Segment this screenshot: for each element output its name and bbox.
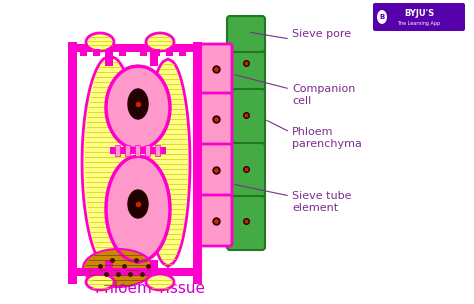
Bar: [93, 268, 100, 275]
Bar: [145, 145, 150, 156]
Text: B: B: [379, 14, 384, 20]
Bar: [179, 49, 186, 56]
Bar: [68, 42, 77, 284]
Bar: [106, 268, 113, 275]
Ellipse shape: [128, 89, 148, 119]
FancyBboxPatch shape: [227, 38, 265, 92]
Bar: [68, 268, 202, 276]
Bar: [105, 260, 113, 268]
FancyBboxPatch shape: [227, 196, 265, 250]
Bar: [150, 260, 158, 268]
Bar: [106, 49, 113, 56]
Text: Sieve tube
element: Sieve tube element: [292, 191, 352, 212]
Bar: [153, 49, 160, 56]
Bar: [125, 145, 130, 156]
Bar: [153, 268, 160, 275]
FancyBboxPatch shape: [227, 89, 265, 146]
FancyBboxPatch shape: [200, 93, 232, 145]
Ellipse shape: [146, 274, 174, 290]
Bar: [105, 52, 113, 66]
Polygon shape: [106, 156, 170, 262]
FancyBboxPatch shape: [200, 195, 232, 246]
Polygon shape: [146, 59, 190, 266]
FancyBboxPatch shape: [373, 3, 465, 31]
Bar: [166, 49, 173, 56]
Text: Sieve pore: Sieve pore: [292, 29, 351, 39]
Text: Phloem Tissue: Phloem Tissue: [95, 281, 205, 296]
Ellipse shape: [377, 10, 387, 24]
FancyBboxPatch shape: [227, 143, 265, 199]
Bar: [140, 49, 147, 56]
Bar: [115, 145, 120, 156]
Bar: [68, 44, 202, 52]
Bar: [80, 49, 87, 56]
FancyBboxPatch shape: [200, 44, 232, 94]
Ellipse shape: [83, 249, 153, 287]
Polygon shape: [82, 56, 138, 269]
Text: The Learning App: The Learning App: [397, 22, 440, 26]
Bar: [179, 268, 186, 275]
Bar: [155, 145, 160, 156]
Ellipse shape: [86, 33, 114, 51]
Text: BYJU'S: BYJU'S: [404, 9, 434, 19]
Text: Companion
cell: Companion cell: [292, 84, 356, 105]
Bar: [119, 49, 126, 56]
FancyBboxPatch shape: [227, 16, 265, 52]
Bar: [193, 42, 202, 284]
Text: Phloem
parenchyma: Phloem parenchyma: [292, 127, 362, 149]
Bar: [119, 268, 126, 275]
Bar: [150, 52, 158, 66]
Polygon shape: [106, 66, 170, 149]
Ellipse shape: [86, 274, 114, 290]
Bar: [80, 268, 87, 275]
Bar: [93, 49, 100, 56]
Bar: [166, 268, 173, 275]
Ellipse shape: [146, 33, 174, 51]
Bar: [110, 147, 166, 154]
Bar: [135, 145, 140, 156]
FancyBboxPatch shape: [200, 144, 232, 196]
Bar: [140, 268, 147, 275]
Ellipse shape: [128, 190, 148, 218]
